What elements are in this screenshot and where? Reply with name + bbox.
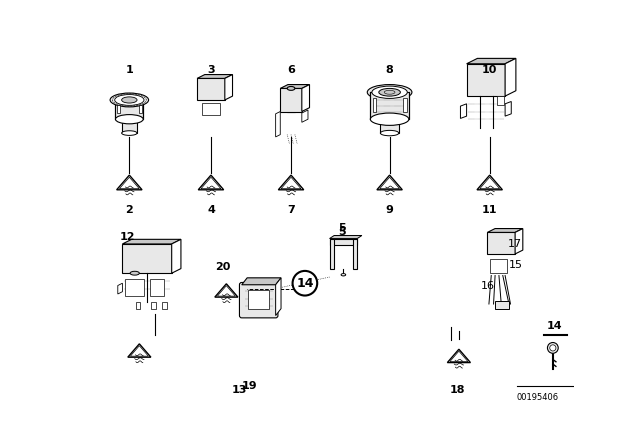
Bar	[122, 119, 137, 133]
Polygon shape	[460, 104, 467, 118]
Bar	[330, 238, 334, 269]
Text: 3: 3	[207, 65, 215, 74]
Text: 9: 9	[386, 205, 394, 215]
Bar	[495, 301, 509, 309]
Ellipse shape	[130, 271, 140, 275]
Text: 4: 4	[207, 205, 215, 215]
Polygon shape	[330, 236, 362, 238]
Polygon shape	[122, 244, 172, 273]
Polygon shape	[116, 175, 142, 190]
Bar	[403, 99, 406, 112]
Text: 00195406: 00195406	[516, 392, 559, 401]
Text: 19: 19	[242, 381, 257, 391]
Bar	[490, 259, 508, 273]
Ellipse shape	[379, 88, 401, 96]
Bar	[115, 100, 143, 119]
Polygon shape	[488, 228, 523, 233]
Text: 18: 18	[450, 385, 465, 395]
Polygon shape	[172, 239, 181, 273]
Text: 11: 11	[482, 205, 497, 215]
Circle shape	[550, 345, 556, 351]
Polygon shape	[128, 344, 151, 357]
Polygon shape	[276, 278, 281, 315]
Text: 14: 14	[296, 277, 314, 290]
Bar	[202, 103, 220, 115]
Bar	[163, 302, 167, 309]
Bar	[353, 238, 357, 269]
Text: 5: 5	[338, 223, 346, 233]
Bar	[372, 99, 376, 112]
Polygon shape	[477, 175, 502, 190]
Polygon shape	[302, 110, 308, 122]
Bar	[150, 279, 164, 296]
Polygon shape	[488, 233, 515, 254]
Ellipse shape	[115, 115, 143, 124]
Bar	[371, 92, 409, 119]
Bar	[248, 290, 269, 310]
Text: 1: 1	[125, 65, 133, 74]
Polygon shape	[280, 88, 302, 112]
Circle shape	[547, 343, 558, 353]
FancyBboxPatch shape	[239, 282, 278, 318]
Polygon shape	[447, 349, 470, 362]
Text: 2: 2	[125, 205, 133, 215]
Text: 15: 15	[509, 260, 523, 270]
Polygon shape	[198, 175, 223, 190]
Text: 16: 16	[481, 281, 495, 291]
Bar	[136, 302, 140, 309]
Bar	[125, 279, 144, 296]
Ellipse shape	[110, 93, 148, 107]
Polygon shape	[242, 278, 281, 285]
Ellipse shape	[372, 86, 407, 99]
Text: 13: 13	[232, 385, 247, 395]
Circle shape	[292, 271, 317, 296]
Polygon shape	[280, 85, 310, 88]
Bar	[139, 105, 141, 113]
Text: 7: 7	[287, 205, 295, 215]
Ellipse shape	[115, 95, 144, 105]
Ellipse shape	[287, 86, 295, 90]
Text: 17: 17	[508, 238, 522, 249]
Polygon shape	[122, 239, 181, 244]
Text: 8: 8	[386, 65, 394, 74]
Ellipse shape	[122, 131, 137, 135]
Ellipse shape	[367, 85, 412, 100]
Bar	[497, 96, 504, 105]
Bar	[287, 88, 295, 112]
Ellipse shape	[122, 97, 137, 103]
Bar	[151, 302, 156, 309]
Bar	[380, 119, 399, 133]
Ellipse shape	[380, 130, 399, 136]
Ellipse shape	[371, 113, 409, 125]
Polygon shape	[467, 64, 505, 96]
Polygon shape	[278, 175, 304, 190]
Polygon shape	[215, 284, 238, 297]
Text: 5: 5	[338, 227, 346, 237]
Bar	[117, 105, 120, 113]
Polygon shape	[197, 74, 232, 78]
Polygon shape	[467, 58, 516, 64]
Polygon shape	[276, 112, 280, 137]
Polygon shape	[505, 102, 511, 116]
Polygon shape	[377, 175, 403, 190]
Text: 12: 12	[120, 233, 136, 242]
Bar	[330, 238, 357, 245]
Polygon shape	[118, 283, 122, 294]
Polygon shape	[302, 85, 310, 112]
Text: 14: 14	[547, 321, 563, 331]
Text: 10: 10	[482, 65, 497, 74]
Polygon shape	[225, 74, 232, 100]
Polygon shape	[197, 78, 225, 100]
Text: 6: 6	[287, 65, 295, 74]
Text: 20: 20	[215, 262, 230, 271]
Ellipse shape	[341, 274, 346, 276]
Polygon shape	[505, 58, 516, 96]
Polygon shape	[515, 228, 523, 254]
